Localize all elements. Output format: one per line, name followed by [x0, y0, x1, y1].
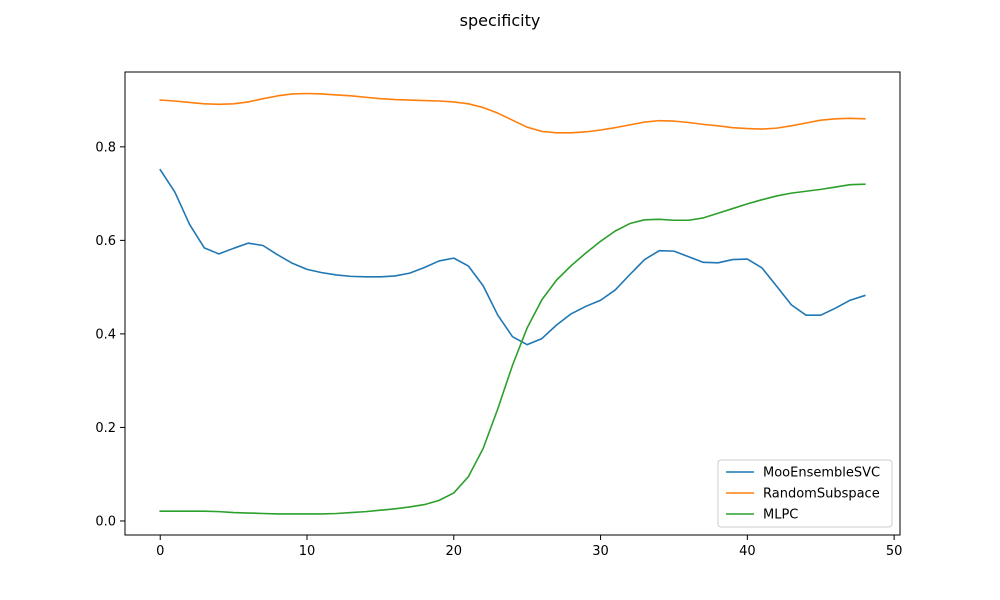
series-line-mooensemblesvc	[159, 168, 866, 346]
x-axis: 0 10 20 30 40 50	[156, 535, 902, 559]
y-tick-label: 0.0	[95, 514, 116, 529]
x-tick-label: 0	[156, 544, 164, 559]
y-tick-label: 0.8	[95, 140, 116, 155]
legend-label-mooensemblesvc: MooEnsembleSVC	[763, 466, 880, 481]
series-line-randomsubspace	[159, 92, 866, 134]
y-axis: 0.0 0.2 0.4 0.6 0.8	[95, 140, 125, 529]
x-tick-label: 20	[446, 544, 463, 559]
legend-box	[717, 459, 893, 528]
legend: MooEnsembleSVC RandomSubspace MLPC	[717, 459, 893, 528]
plot-frame	[124, 71, 901, 536]
y-tick-label: 0.4	[95, 327, 116, 342]
x-tick-label: 10	[299, 544, 316, 559]
legend-label-mlpc: MLPC	[763, 508, 798, 523]
series-line-mlpc	[159, 183, 866, 515]
x-tick-label: 40	[739, 544, 756, 559]
y-tick-label: 0.6	[95, 234, 116, 249]
x-tick-label: 30	[592, 544, 609, 559]
y-tick-label: 0.2	[95, 421, 116, 436]
x-tick-label: 50	[886, 544, 903, 559]
series-layer	[159, 92, 866, 515]
legend-label-randomsubspace: RandomSubspace	[763, 487, 880, 502]
chart-title: specificity	[460, 11, 541, 30]
